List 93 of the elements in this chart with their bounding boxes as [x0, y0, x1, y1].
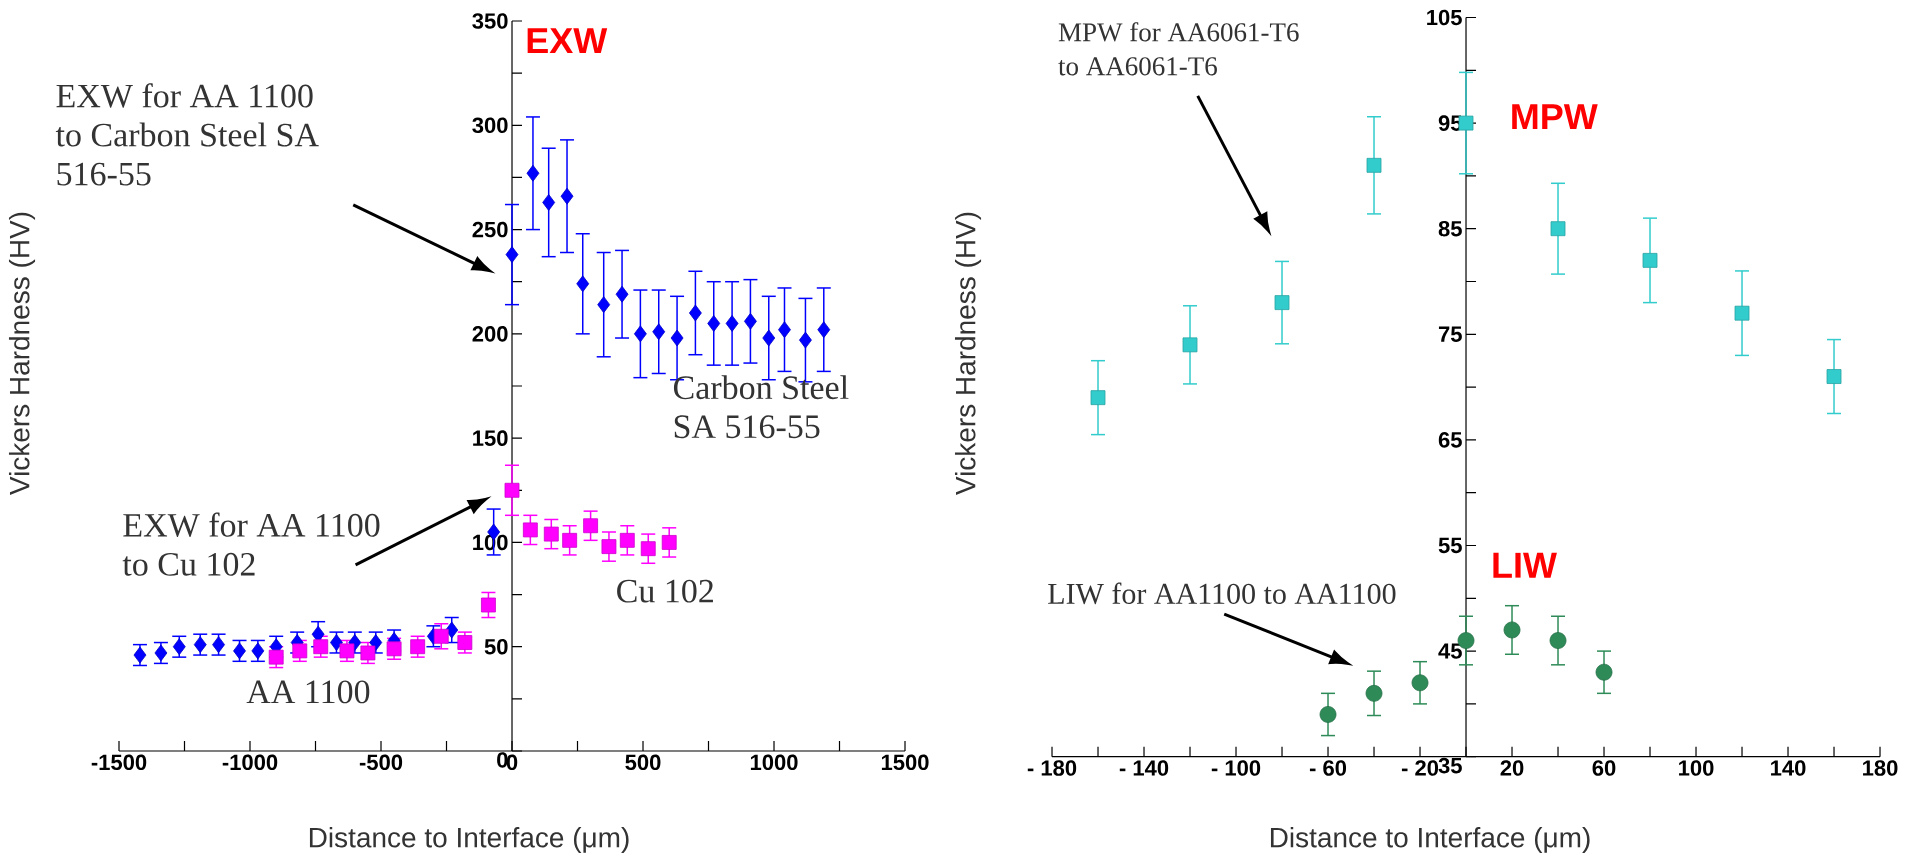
x-tick-label: - 180	[1027, 760, 1077, 776]
point	[1595, 663, 1613, 681]
y-tick-label: 200	[472, 326, 508, 342]
point	[562, 532, 578, 548]
point	[597, 296, 611, 314]
point	[601, 539, 617, 554]
x-tick-label: 1500	[881, 754, 929, 771]
annotation: MPW	[1512, 104, 1598, 129]
annotation: Carbon Steel SA 516-55	[673, 375, 849, 439]
annotation: EXW for AA 1100 to Carbon Steel SA 516-55	[55, 83, 319, 186]
point	[1366, 157, 1382, 173]
x-tick-label: -500	[359, 754, 403, 771]
point	[268, 649, 284, 665]
point	[526, 164, 540, 182]
x-tick-label: -1000	[222, 754, 278, 771]
x-tick-label: 140	[1771, 760, 1806, 776]
y-tick-label: 35	[1438, 757, 1462, 774]
point	[1182, 337, 1198, 353]
y-tick-label: 85	[1438, 220, 1462, 237]
y-tick-label: 150	[473, 430, 508, 446]
point	[1411, 674, 1429, 692]
point	[1550, 221, 1566, 237]
point	[1734, 305, 1750, 321]
point	[799, 331, 812, 349]
annotation: EXW	[527, 28, 608, 54]
point	[504, 482, 520, 498]
point	[542, 194, 556, 211]
point	[670, 329, 684, 347]
point	[744, 312, 757, 330]
x-tick-label: 500	[625, 754, 661, 771]
point	[1365, 684, 1383, 702]
point	[762, 329, 776, 347]
x-tick-label: 60	[1592, 760, 1616, 776]
point	[543, 526, 559, 542]
x-axis-title: Distance to Interface (μm)	[309, 826, 629, 854]
point	[313, 639, 329, 655]
y-tick-label: 300	[472, 117, 508, 134]
annotation: MPW for AA6061-T6 to AA6061-T6	[1058, 22, 1299, 76]
y-tick-label: 50	[484, 638, 508, 655]
annotation: AA 1100	[246, 680, 370, 704]
point	[481, 597, 496, 613]
point	[619, 532, 635, 548]
y-tick-label: 55	[1438, 537, 1462, 554]
point	[689, 304, 702, 322]
point	[433, 628, 449, 644]
y-tick-label: 250	[472, 221, 508, 238]
point	[1274, 295, 1290, 311]
y-tick-label: 65	[1438, 432, 1462, 448]
point	[583, 518, 599, 534]
point	[457, 635, 473, 650]
y-axis-title: Vickers Hardness (HV)	[8, 212, 36, 495]
y-tick-label: 350	[472, 13, 508, 29]
annotation: LIW for AA1100 to AA1100	[1048, 582, 1396, 605]
point	[707, 315, 721, 332]
point	[292, 643, 308, 659]
point	[640, 541, 656, 557]
point	[560, 187, 574, 205]
point	[1319, 706, 1337, 723]
y-tick-label: 45	[1438, 643, 1462, 659]
point	[817, 321, 831, 339]
x-tick-label: - 20	[1401, 760, 1439, 776]
point	[778, 321, 791, 339]
point	[360, 645, 376, 661]
point	[661, 535, 677, 550]
point	[725, 315, 739, 332]
point	[1549, 632, 1567, 649]
point	[1503, 621, 1521, 639]
point	[1642, 252, 1658, 268]
point	[652, 323, 666, 341]
y-axis-title: Vickers Hardness (HV)	[954, 212, 982, 495]
x-tick-label: 20	[1500, 760, 1524, 776]
x-tick-label: 1000	[750, 754, 798, 771]
point	[1090, 390, 1106, 406]
x-tick-label: - 100	[1211, 760, 1261, 776]
y-tick-label: 75	[1438, 326, 1462, 342]
point	[522, 522, 538, 538]
point	[576, 275, 590, 293]
point	[615, 285, 629, 303]
x-axis-title: Distance to Interface (μm)	[1270, 826, 1590, 854]
x-tick-label: -1500	[91, 754, 147, 771]
x-tick-label: - 60	[1309, 760, 1347, 776]
x-tick-label: 180	[1863, 760, 1898, 776]
x-tick-label: - 140	[1119, 760, 1169, 776]
point	[633, 325, 647, 343]
y-tick-label: 105	[1427, 9, 1462, 26]
point	[410, 639, 426, 655]
annotation: Cu 102	[617, 579, 713, 603]
point	[1826, 369, 1842, 384]
point	[505, 246, 519, 263]
annotation: EXW for AA 1100 to Cu 102	[122, 512, 380, 576]
point	[386, 641, 402, 657]
annotation: LIW	[1493, 552, 1557, 578]
x-tick-label: 100	[1679, 760, 1714, 776]
